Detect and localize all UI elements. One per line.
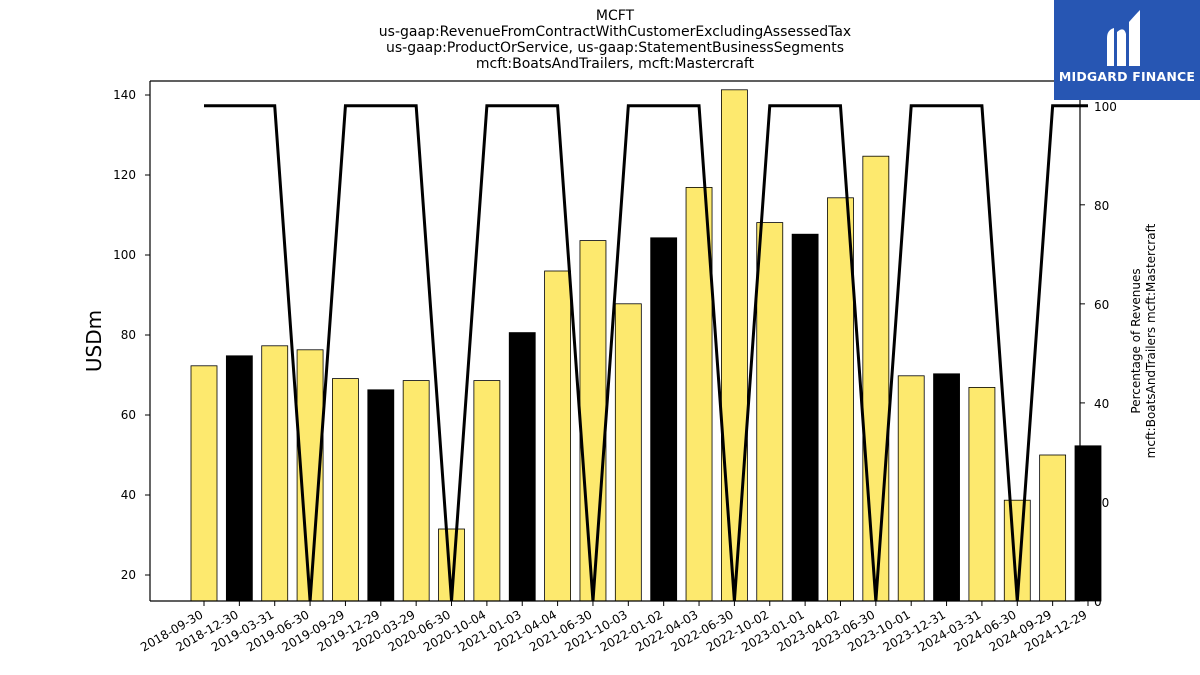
y-tick-label: 100 — [113, 248, 136, 262]
y-tick-label: 60 — [121, 408, 136, 422]
chart-title-line: mcft:BoatsAndTrailers, mcft:Mastercraft — [476, 56, 755, 72]
y2-tick-label: 60 — [1094, 298, 1109, 312]
bars-group — [190, 89, 1102, 602]
y2-tick-label: 20 — [1094, 496, 1109, 510]
logo-text: MIDGARD FINANCE — [1058, 69, 1196, 84]
y-tick-label: 120 — [113, 168, 136, 182]
bar — [827, 197, 854, 602]
midgard-finance-logo: MIDGARD FINANCE — [1054, 0, 1200, 100]
y2-tick-label: 0 — [1094, 595, 1102, 609]
y2-tick-label: 40 — [1094, 397, 1109, 411]
midgard-logo-mark-icon — [1107, 10, 1140, 66]
chart-title: MCFTus-gaap:RevenueFromContractWithCusto… — [379, 8, 851, 72]
bar — [721, 89, 748, 602]
bar — [402, 380, 430, 602]
bar — [756, 222, 784, 602]
y2-axis-label: mcft:BoatsAndTrailers mcft:Mastercraft — [1144, 223, 1158, 458]
bar — [544, 270, 571, 602]
bar — [367, 389, 395, 602]
axis-labels: USDm Percentage of Revenues mcft:BoatsAndT… — [82, 223, 1158, 458]
bar — [508, 332, 536, 602]
bar — [862, 155, 890, 602]
y2-tick-label: 100 — [1094, 100, 1117, 114]
y2-tick-label: 80 — [1094, 199, 1109, 213]
chart-title-line: us-gaap:RevenueFromContractWithCustomerE… — [379, 24, 851, 40]
bar — [968, 386, 996, 602]
bar — [650, 237, 678, 602]
y-tick-label: 140 — [113, 88, 136, 102]
bar — [261, 345, 289, 602]
y-tick-label: 20 — [121, 568, 136, 582]
bar — [225, 355, 253, 602]
y-tick-label: 80 — [121, 328, 136, 342]
bar — [933, 373, 960, 602]
chart-title-line: MCFT — [596, 8, 635, 24]
bar — [791, 233, 819, 602]
bar — [332, 378, 359, 602]
bar — [1074, 445, 1102, 602]
y-tick-label: 40 — [121, 488, 136, 502]
bar — [614, 303, 642, 602]
percentage-line — [204, 104, 1088, 602]
bar — [1039, 454, 1067, 602]
bar — [190, 365, 218, 602]
chart-title-line: us-gaap:ProductOrService, us-gaap:Statem… — [386, 40, 844, 56]
bar — [579, 240, 607, 602]
bar — [897, 375, 925, 602]
y2-axis-label: Percentage of Revenues — [1129, 268, 1143, 413]
bar — [473, 380, 501, 602]
percentage-line-group — [204, 104, 1088, 602]
y-axis-label: USDm — [82, 310, 106, 372]
